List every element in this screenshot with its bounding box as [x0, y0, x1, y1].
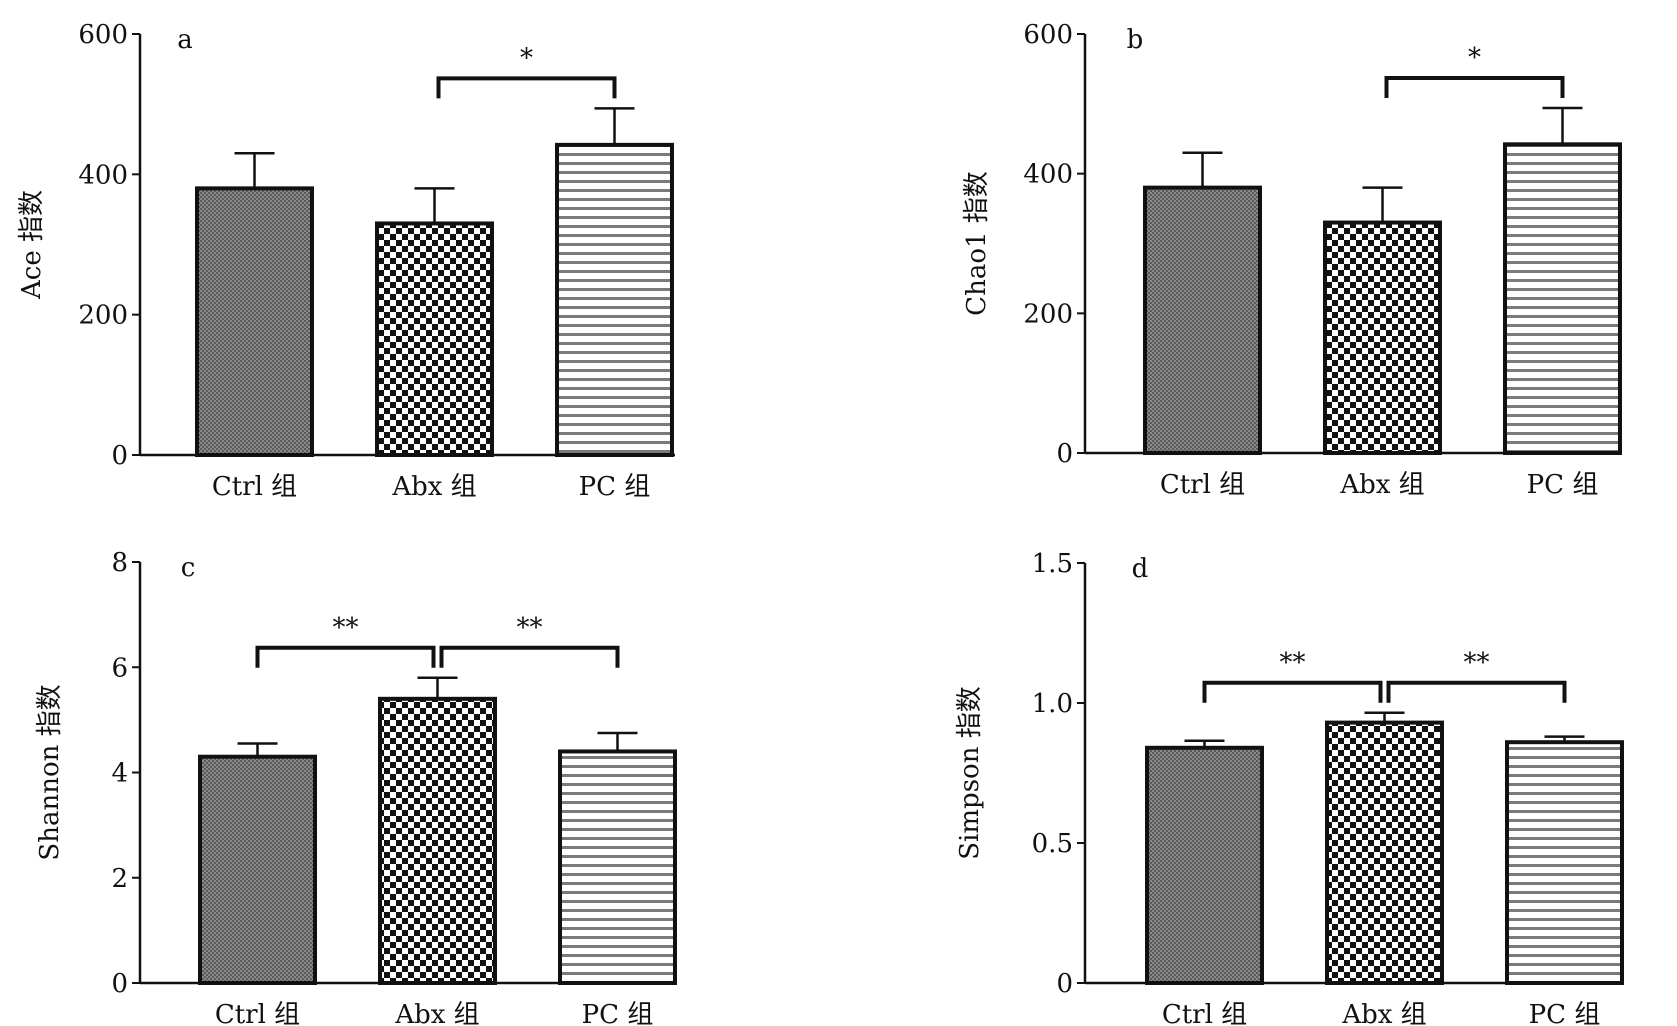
bar	[378, 696, 497, 985]
y-axis-title: Ace 指数	[17, 190, 47, 300]
x-category-label: PC 组	[1527, 470, 1599, 500]
bar	[195, 186, 314, 457]
y-tick-label: 600	[1023, 20, 1073, 50]
significance-bracket	[255, 645, 436, 668]
bar	[555, 142, 674, 457]
y-tick-label: 400	[78, 160, 128, 190]
significance-label: **	[517, 613, 543, 643]
x-category-label: Abx 组	[391, 472, 476, 502]
y-tick-label: 600	[78, 20, 128, 50]
bar	[1325, 720, 1444, 985]
y-axis-title: Shannon 指数	[35, 684, 65, 860]
y-axis-title: Chao1 指数	[962, 171, 992, 316]
y-axis-title: Simpson 指数	[955, 686, 985, 859]
chart-panel-a: 0 200 400 600 Ace 指数 a Ctrl 组 Abx 组 PC 组 *	[17, 20, 675, 502]
panel-letter: a	[177, 25, 193, 55]
y-tick-label: 0	[111, 969, 128, 999]
y-tick-label: 1.5	[1032, 549, 1073, 579]
y-tick-label: 0	[111, 441, 128, 471]
y-tick-label: 200	[1023, 299, 1073, 329]
significance-bracket	[439, 645, 620, 668]
panel-letter: d	[1132, 554, 1149, 584]
bar	[1323, 220, 1442, 455]
x-category-label: PC 组	[582, 1000, 654, 1026]
bar	[1503, 142, 1622, 455]
significance-bracket	[1384, 76, 1565, 99]
y-tick-label: 200	[78, 301, 128, 331]
chart-panel-d: 0 0.5 1.0 1.5 Simpson 指数 d Ctrl 组 Abx 组 PC 组 ** **	[955, 549, 1624, 1026]
significance-label: **	[1280, 648, 1306, 678]
x-category-label: Abx 组	[394, 1000, 479, 1026]
bar	[1505, 740, 1624, 986]
y-tick-label: 1.0	[1032, 689, 1073, 719]
panel-letter: c	[181, 553, 196, 583]
bar	[198, 754, 317, 986]
significance-label: *	[1468, 43, 1481, 73]
y-tick-label: 0	[1056, 439, 1073, 469]
x-category-label: PC 组	[1529, 1000, 1601, 1026]
y-tick-label: 6	[111, 653, 128, 683]
y-tick-label: 4	[111, 759, 128, 789]
bar	[1143, 185, 1262, 455]
significance-label: **	[1464, 648, 1490, 678]
significance-bracket	[1386, 680, 1567, 703]
significance-label: *	[520, 43, 533, 73]
x-category-label: Abx 组	[1339, 470, 1424, 500]
x-category-label: Ctrl 组	[212, 472, 297, 502]
x-category-label: Ctrl 组	[1160, 470, 1245, 500]
y-tick-label: 2	[111, 864, 128, 894]
y-tick-label: 0	[1056, 969, 1073, 999]
chart-panel-b: 0 200 400 600 Chao1 指数 b Ctrl 组 Abx 组 PC 组 *	[962, 20, 1622, 500]
bar	[375, 221, 494, 457]
significance-label: **	[333, 613, 359, 643]
x-category-label: Ctrl 组	[1162, 1000, 1247, 1026]
y-tick-label: 0.5	[1032, 829, 1073, 859]
significance-bracket	[1202, 680, 1383, 703]
significance-bracket	[436, 76, 617, 99]
bar	[558, 749, 677, 986]
y-tick-label: 8	[111, 548, 128, 578]
bar	[1145, 745, 1264, 985]
chart-panel-c: 0 2 4 6 8 Shannon 指数 c Ctrl 组 Abx 组 PC 组 ** **	[35, 548, 677, 1026]
y-tick-label: 400	[1023, 160, 1073, 190]
x-category-label: Abx 组	[1341, 1000, 1426, 1026]
x-category-label: PC 组	[579, 472, 651, 502]
panel-letter: b	[1127, 25, 1144, 55]
x-category-label: Ctrl 组	[215, 1000, 300, 1026]
